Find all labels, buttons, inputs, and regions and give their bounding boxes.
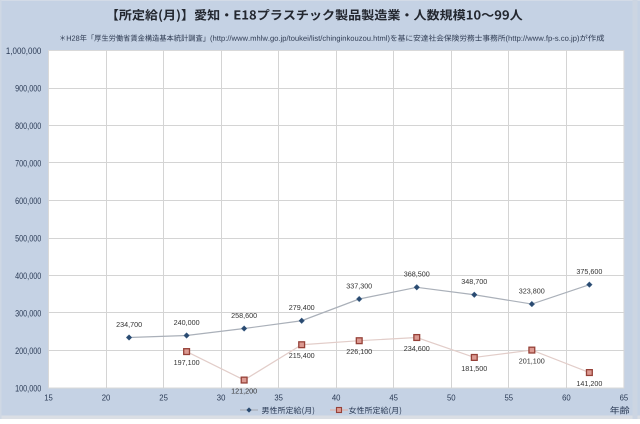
svg-text:45: 45 [389, 393, 398, 403]
svg-text:30: 30 [217, 393, 226, 403]
svg-text:121,200: 121,200 [231, 387, 257, 396]
svg-text:337,300: 337,300 [346, 281, 372, 290]
svg-text:240,000: 240,000 [174, 318, 200, 327]
svg-text:35: 35 [274, 393, 283, 403]
svg-text:348,700: 348,700 [461, 277, 487, 286]
svg-text:65: 65 [620, 393, 629, 403]
svg-text:600,000: 600,000 [15, 196, 41, 207]
svg-text:900,000: 900,000 [15, 83, 41, 94]
svg-text:234,700: 234,700 [116, 320, 142, 329]
svg-text:141,200: 141,200 [576, 379, 602, 388]
svg-text:700,000: 700,000 [15, 158, 41, 169]
svg-text:800,000: 800,000 [15, 121, 41, 132]
svg-text:20: 20 [102, 393, 111, 403]
svg-text:279,400: 279,400 [289, 303, 315, 312]
svg-text:55: 55 [505, 393, 514, 403]
svg-text:197,100: 197,100 [174, 358, 200, 367]
svg-text:1,000,000: 1,000,000 [6, 46, 41, 57]
svg-text:375,600: 375,600 [576, 267, 602, 276]
svg-text:25: 25 [159, 393, 168, 403]
svg-text:258,600: 258,600 [231, 311, 257, 320]
svg-text:234,600: 234,600 [404, 344, 430, 353]
svg-text:15: 15 [44, 393, 53, 403]
svg-text:201,100: 201,100 [519, 357, 545, 366]
svg-text:181,500: 181,500 [461, 364, 487, 373]
svg-text:60: 60 [562, 393, 571, 403]
svg-text:40: 40 [332, 393, 341, 403]
svg-text:368,500: 368,500 [404, 270, 430, 279]
svg-text:215,400: 215,400 [289, 351, 315, 360]
svg-text:500,000: 500,000 [15, 233, 41, 244]
svg-text:50: 50 [447, 393, 456, 403]
svg-text:226,100: 226,100 [346, 347, 372, 356]
svg-text:100,000: 100,000 [15, 383, 41, 394]
svg-text:300,000: 300,000 [15, 308, 41, 319]
svg-text:200,000: 200,000 [15, 346, 41, 357]
svg-text:323,800: 323,800 [519, 286, 545, 295]
svg-text:400,000: 400,000 [15, 271, 41, 282]
